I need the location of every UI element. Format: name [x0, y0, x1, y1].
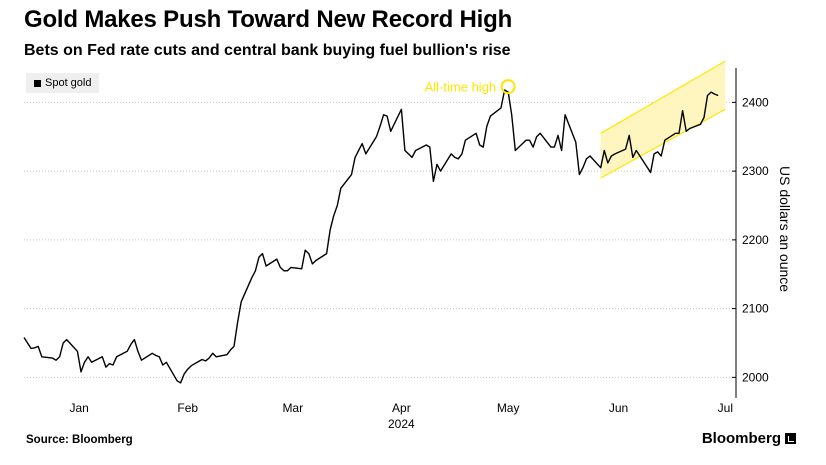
y-tick-label: 2000	[742, 370, 769, 384]
spot-gold-line	[23, 89, 719, 384]
trend-channel-lower	[600, 108, 726, 179]
x-year-label: 2024	[388, 417, 415, 431]
chart-icon	[785, 433, 796, 444]
legend-swatch	[34, 79, 41, 87]
brand-label: Bloomberg	[701, 430, 781, 447]
x-tick-label: Feb	[177, 401, 198, 415]
x-tick-label: Jul	[718, 401, 733, 415]
trend-channel-upper	[600, 60, 726, 134]
x-tick-label: Jan	[70, 401, 89, 415]
y-tick-label: 2100	[742, 302, 769, 316]
y-axis-label: US dollars an ounce	[777, 166, 793, 292]
all-time-high-marker	[500, 79, 516, 95]
chart-subtitle: Bets on Fed rate cuts and central bank b…	[24, 42, 511, 59]
x-tick-label: Mar	[282, 401, 303, 415]
chart-title: Gold Makes Push Toward New Record High	[24, 6, 513, 33]
y-tick-label: 2200	[742, 233, 769, 247]
all-time-high-label: All-time high	[425, 80, 497, 95]
legend: Spot gold	[26, 73, 100, 93]
x-tick-label: Jun	[609, 401, 628, 415]
x-tick-label: Apr	[392, 401, 411, 415]
bloomberg-logo: Bloomberg	[702, 430, 796, 447]
y-tick-label: 2400	[742, 95, 769, 109]
legend-label: Spot gold	[45, 77, 92, 89]
x-tick-label: May	[497, 401, 520, 415]
y-tick-label: 2300	[742, 164, 769, 178]
source-note: Source: Bloomberg	[26, 434, 133, 446]
